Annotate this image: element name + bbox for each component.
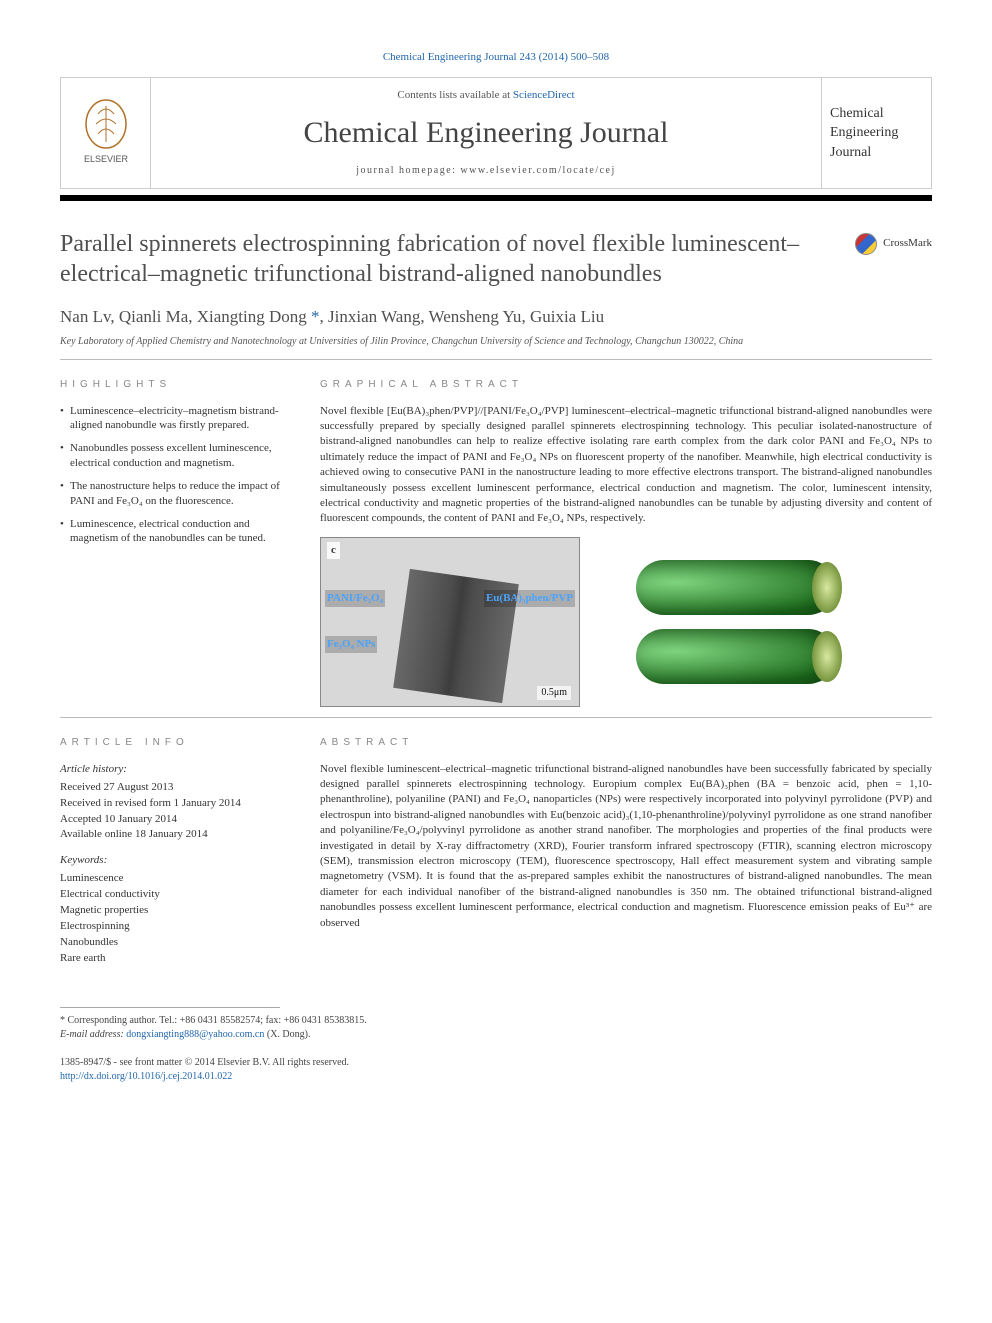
author-3-corresponding: Xiangting Dong [197, 307, 307, 326]
keyword-item: Electrical conductivity [60, 887, 290, 903]
journal-name: Chemical Engineering Journal [159, 112, 813, 154]
highlights-list: Luminescence–electricity–magnetism bistr… [60, 404, 290, 547]
article-info-heading: ARTICLE INFO [60, 736, 290, 750]
citation-line: Chemical Engineering Journal 243 (2014) … [60, 50, 932, 65]
corresponding-asterisk: * [307, 307, 320, 326]
panel-tag: c [327, 542, 340, 559]
crossmark-icon [855, 233, 877, 255]
schematic-cylinder-top [636, 560, 836, 615]
abstract-heading: ABSTRACT [320, 736, 932, 750]
footnote-divider [60, 1007, 280, 1008]
fig-label-fe3o4: Fe₃O₄ NPs [325, 636, 377, 653]
highlight-item: Nanobundles possess excellent luminescen… [60, 441, 290, 471]
affiliation: Key Laboratory of Applied Chemistry and … [60, 335, 932, 349]
email-link[interactable]: dongxiangting888@yahoo.com.cn [126, 1029, 264, 1040]
schematic-cylinders [596, 537, 876, 707]
keyword-item: Nanobundles [60, 935, 290, 951]
contents-prefix: Contents lists available at [397, 89, 512, 101]
header-divider-bar [60, 195, 932, 201]
graphical-abstract-heading: GRAPHICAL ABSTRACT [320, 378, 932, 392]
publisher-logo-text: ELSEVIER [83, 154, 128, 164]
article-title: Parallel spinnerets electrospinning fabr… [60, 229, 835, 289]
sciencedirect-link[interactable]: ScienceDirect [513, 89, 575, 101]
author-1: Nan Lv [60, 307, 110, 326]
crossmark-label: CrossMark [883, 236, 932, 251]
journal-cover-text: Chemical Engineering Journal [830, 104, 923, 163]
corresponding-author-footnote: * Corresponding author. Tel.: +86 0431 8… [60, 1014, 932, 1042]
highlights-heading: HIGHLIGHTS [60, 378, 290, 392]
doi-link[interactable]: http://dx.doi.org/10.1016/j.cej.2014.01.… [60, 1071, 232, 1082]
journal-header: ELSEVIER Contents lists available at Sci… [60, 77, 932, 188]
keywords-heading: Keywords: [60, 853, 290, 869]
graphical-abstract-text: Novel flexible [Eu(BA)₃phen/PVP]//[PANI/… [320, 404, 932, 527]
journal-cover-thumb: Chemical Engineering Journal [821, 78, 931, 187]
crossmark-badge[interactable]: CrossMark [855, 233, 932, 255]
highlight-item: The nanostructure helps to reduce the im… [60, 479, 290, 509]
email-suffix: (X. Dong). [264, 1029, 310, 1040]
corresponding-contact: * Corresponding author. Tel.: +86 0431 8… [60, 1014, 932, 1028]
history-received: Received 27 August 2013 [60, 780, 290, 796]
fig-label-euba: Eu(BA)₃phen/PVP [484, 590, 575, 607]
highlight-item: Luminescence, electrical conduction and … [60, 517, 290, 547]
keyword-item: Electrospinning [60, 919, 290, 935]
keyword-item: Rare earth [60, 951, 290, 967]
keyword-item: Magnetic properties [60, 903, 290, 919]
fig-label-pani: PANI/Fe₃O₄ [325, 590, 385, 607]
graphical-abstract-figures: c PANI/Fe₃O₄ Eu(BA)₃phen/PVP Fe₃O₄ NPs 0… [320, 537, 932, 707]
article-info-block: Article history: Received 27 August 2013… [60, 762, 290, 967]
publisher-logo: ELSEVIER [61, 78, 151, 187]
history-accepted: Accepted 10 January 2014 [60, 812, 290, 828]
section-divider [60, 359, 932, 360]
tem-micrograph-panel: c PANI/Fe₃O₄ Eu(BA)₃phen/PVP Fe₃O₄ NPs 0… [320, 537, 580, 707]
keyword-item: Luminescence [60, 871, 290, 887]
scale-bar: 0.5μm [537, 686, 571, 700]
author-5: Wensheng Yu [429, 307, 522, 326]
highlight-item: Luminescence–electricity–magnetism bistr… [60, 404, 290, 434]
journal-homepage: journal homepage: www.elsevier.com/locat… [159, 164, 813, 178]
author-4: Jinxian Wang [328, 307, 420, 326]
author-6: Guixia Liu [530, 307, 604, 326]
issn-copyright: 1385-8947/$ - see front matter © 2014 El… [60, 1056, 932, 1070]
contents-available-line: Contents lists available at ScienceDirec… [159, 88, 813, 103]
authors-line: Nan Lv, Qianli Ma, Xiangting Dong *, Jin… [60, 305, 932, 329]
history-revised: Received in revised form 1 January 2014 [60, 796, 290, 812]
article-history-heading: Article history: [60, 762, 290, 778]
publisher-footer: 1385-8947/$ - see front matter © 2014 El… [60, 1056, 932, 1084]
email-label: E-mail address: [60, 1029, 126, 1040]
abstract-text: Novel flexible luminescent–electrical–ma… [320, 762, 932, 931]
section-divider [60, 717, 932, 718]
schematic-cylinder-bottom [636, 629, 836, 684]
author-2: Qianli Ma [119, 307, 188, 326]
history-online: Available online 18 January 2014 [60, 827, 290, 843]
